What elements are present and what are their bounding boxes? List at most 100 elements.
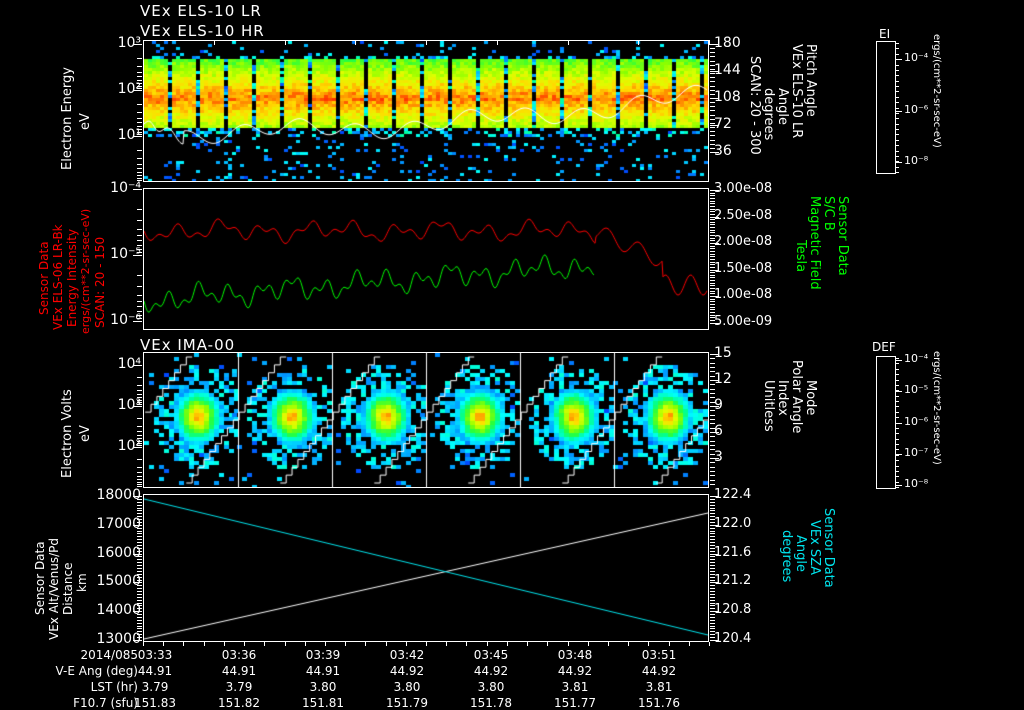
panel4-right-minor-tick xyxy=(710,577,715,578)
panel2-right-minor-tick xyxy=(710,315,715,316)
panel3-right-minor-tick xyxy=(710,371,715,372)
colorbar-ei[interactable] xyxy=(876,41,896,174)
panel2-right-minor-tick xyxy=(710,230,715,231)
colorbar-ei-tick xyxy=(896,111,902,112)
panel2-left-minor-tick xyxy=(137,252,142,253)
colorbar-ei-minor-tick xyxy=(896,102,899,103)
panel2-left-minor-tick xyxy=(137,220,142,221)
panel2-right-minor-tick xyxy=(710,277,715,278)
colorbar-def[interactable] xyxy=(876,356,896,489)
panel2-right-minor-tick xyxy=(710,275,715,276)
panel3-left-minor-tick xyxy=(137,394,142,395)
panel4-left-minor-tick xyxy=(137,637,142,638)
panel2-right-minor-tick xyxy=(710,211,715,212)
colorbar-def-minor-tick xyxy=(896,374,899,375)
panel4-bottom-minor-tick xyxy=(285,642,286,646)
panel1-left-minor-tick xyxy=(137,164,142,165)
panel-electron-energy-spectrogram[interactable] xyxy=(143,40,709,182)
panel1-left-minor-tick xyxy=(137,112,142,113)
panel3-right-axis-label-2: Polar Angle xyxy=(789,360,804,434)
panel2-left-minor-tick xyxy=(137,209,142,210)
panel1-left-minor-tick xyxy=(137,86,142,87)
table-cell: 03:33 xyxy=(137,648,173,662)
colorbar-ei-ticklabel-0: 10⁻⁴ xyxy=(904,51,929,64)
table-cell: 151.83 xyxy=(134,696,176,710)
panel-distance-sza[interactable] xyxy=(143,494,709,642)
colorbar-def-minor-tick xyxy=(896,444,899,445)
panel3-right-tick-3: 6 xyxy=(714,423,723,439)
panel1-right-minor-tick xyxy=(710,140,715,141)
panel4-right-tick-1: 122.0 xyxy=(714,515,752,531)
panel1-right-minor-tick xyxy=(710,102,715,103)
panel-energy-intensity-magnetic-field[interactable] xyxy=(143,188,709,330)
table-cell: 44.91 xyxy=(137,664,173,678)
panel4-left-minor-tick xyxy=(137,510,142,511)
panel4-right-minor-tick xyxy=(710,536,715,537)
panel2-left-major-tick xyxy=(133,255,142,256)
panel1-right-minor-tick xyxy=(710,73,715,74)
panel4-bottom-minor-tick xyxy=(426,642,427,646)
panel2-left-major-tick xyxy=(133,189,142,190)
panel2-right-minor-tick xyxy=(710,254,715,255)
panel1-top-tick xyxy=(497,40,498,45)
panel4-left-minor-tick xyxy=(137,585,142,586)
panel4-right-minor-tick xyxy=(710,605,715,606)
panel2-right-minor-tick xyxy=(710,293,715,294)
panel3-left-tick-0: 10⁴ xyxy=(117,356,141,372)
panel4-left-minor-tick xyxy=(137,614,142,615)
panel1-right-minor-tick xyxy=(710,61,715,62)
panel3-right-tick-1: 12 xyxy=(714,371,732,387)
colorbar-def-minor-tick xyxy=(896,433,899,434)
panel2-right-minor-tick xyxy=(710,227,715,228)
panel3-left-tick-2: 10² xyxy=(117,438,141,454)
panel4-left-minor-tick xyxy=(137,623,142,624)
panel4-left-minor-tick xyxy=(137,536,142,537)
colorbar-ei-tick xyxy=(896,59,902,60)
colorbar-ei-minor-tick xyxy=(896,140,899,141)
table-cell: 03:48 xyxy=(557,648,593,662)
panel2-right-minor-tick xyxy=(710,280,715,281)
panel3-right-minor-tick xyxy=(710,358,715,359)
table-cell: 3.81 xyxy=(645,680,673,694)
colorbar-ei-minor-tick xyxy=(896,48,899,49)
panel2-right-minor-tick xyxy=(710,190,715,191)
panel1-right-tick-2: 108 xyxy=(714,89,741,105)
panel2-right-minor-tick xyxy=(710,222,715,223)
panel4-bottom-minor-tick xyxy=(507,642,508,646)
panel4-right-minor-tick xyxy=(710,525,715,526)
table-cell: 03:51 xyxy=(641,648,677,662)
panel4-bottom-minor-tick xyxy=(305,642,306,646)
panel2-right-minor-tick xyxy=(710,304,715,305)
panel1-right-axis-label-4: degrees xyxy=(761,88,776,141)
panel3-left-minor-tick xyxy=(137,426,142,427)
panel2-right-minor-tick xyxy=(710,320,715,321)
panel4-right-minor-tick xyxy=(710,542,715,543)
panel4-left-minor-tick xyxy=(137,574,142,575)
panel4-bottom-minor-tick xyxy=(244,642,245,646)
panel2-left-minor-tick xyxy=(137,306,142,307)
panel4-right-minor-tick xyxy=(710,571,715,572)
panel4-left-minor-tick xyxy=(137,551,142,552)
table-cell: 3.80 xyxy=(393,680,421,694)
colorbar-ei-minor-tick xyxy=(896,97,899,98)
table-cell: 151.81 xyxy=(302,696,344,710)
panel4-left-minor-tick xyxy=(137,582,142,583)
panel2-right-minor-tick xyxy=(710,299,715,300)
panel2-right-tick-5: 5.00e-09 xyxy=(714,313,773,329)
panel4-left-minor-tick xyxy=(137,588,142,589)
panel3-left-minor-tick xyxy=(137,418,142,419)
panel4-right-minor-tick xyxy=(710,582,715,583)
panel-ima-spectrogram[interactable] xyxy=(143,352,709,488)
colorbar-ei-minor-tick xyxy=(896,91,899,92)
panel2-left-axis-label-3: Energy Intensity xyxy=(65,228,79,327)
panel4-right-tick-4: 120.8 xyxy=(714,602,752,618)
panel1-left-minor-tick xyxy=(137,72,142,73)
panel1-title-hr: VEx ELS-10 HR xyxy=(140,22,265,40)
colorbar-def-minor-tick xyxy=(896,482,899,483)
panel4-right-minor-tick xyxy=(710,620,715,621)
table-row-label: V-E Ang (deg) xyxy=(55,664,138,678)
panel1-left-tick-1: 10² xyxy=(117,81,141,97)
panel2-right-minor-tick xyxy=(710,238,715,239)
panel3-left-minor-tick xyxy=(137,479,142,480)
panel1-title-lr: VEx ELS-10 LR xyxy=(140,2,262,20)
